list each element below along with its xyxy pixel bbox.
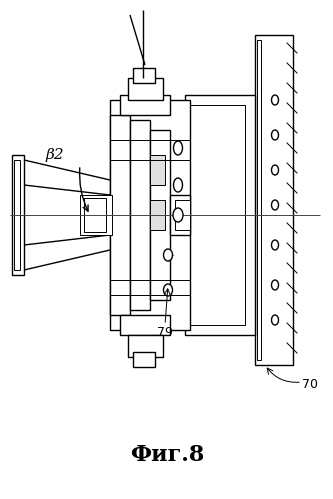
Bar: [133, 68, 155, 83]
Ellipse shape: [271, 165, 278, 175]
Bar: [175, 200, 190, 230]
Bar: [255, 35, 293, 365]
Ellipse shape: [173, 178, 182, 192]
Bar: [128, 78, 163, 100]
Bar: [12, 155, 24, 275]
Ellipse shape: [164, 249, 172, 261]
Ellipse shape: [271, 200, 278, 210]
Bar: [110, 115, 130, 315]
Text: Фиг.8: Фиг.8: [130, 444, 204, 466]
Text: 70: 70: [302, 379, 318, 392]
Bar: [120, 95, 170, 115]
Ellipse shape: [271, 240, 278, 250]
Bar: [110, 100, 190, 330]
Bar: [170, 195, 190, 235]
Ellipse shape: [164, 284, 172, 296]
Bar: [14, 160, 20, 270]
Text: β2: β2: [46, 148, 64, 162]
Text: 79: 79: [157, 325, 173, 338]
Ellipse shape: [173, 141, 182, 155]
Ellipse shape: [271, 95, 278, 105]
Bar: [257, 40, 261, 360]
Bar: [190, 105, 245, 325]
Ellipse shape: [271, 130, 278, 140]
Bar: [150, 155, 165, 185]
Ellipse shape: [271, 315, 278, 325]
Bar: [80, 195, 112, 235]
Bar: [128, 335, 163, 357]
Bar: [150, 200, 165, 230]
Bar: [120, 315, 170, 335]
Bar: [130, 120, 150, 310]
Ellipse shape: [173, 208, 183, 222]
Bar: [133, 352, 155, 367]
Bar: [150, 130, 170, 300]
Bar: [84, 198, 106, 232]
Bar: [185, 95, 255, 335]
Ellipse shape: [271, 280, 278, 290]
